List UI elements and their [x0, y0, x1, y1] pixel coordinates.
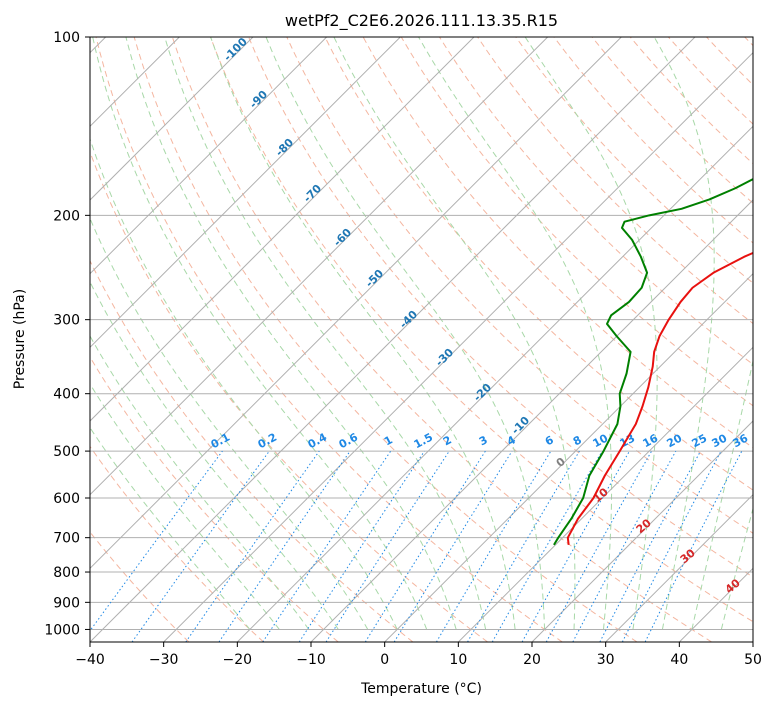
dry-adiabat-line [477, 37, 753, 325]
dry-adiabat-line [133, 37, 638, 642]
dry-adiabat-line [324, 37, 753, 491]
mixing-ratio-line [435, 450, 552, 642]
isotherm-line [384, 272, 753, 642]
dry-adiabat-line [171, 37, 712, 642]
dry-adiabat-line [90, 445, 264, 642]
moist-adiabat-line [90, 335, 310, 630]
moist-adiabat-line [90, 280, 339, 630]
mixing-ratio-line [218, 450, 351, 642]
skewed-isotherms-group [90, 37, 753, 642]
moist-adiabat-line [92, 37, 428, 630]
moist-adiabat-line [164, 37, 487, 630]
y-tick-label: 300 [53, 313, 80, 329]
x-tick-label: 0 [380, 652, 389, 668]
plot-frame [89, 36, 754, 643]
mixing-ratio-line [364, 450, 486, 642]
isotherm-line [163, 51, 753, 642]
mixing-ratio-label: 25 [690, 432, 710, 451]
x-tick-label: −20 [223, 652, 253, 668]
x-tick-label: −30 [149, 652, 179, 668]
dry-adiabat-line [629, 37, 753, 165]
isotherm-line [90, 37, 696, 642]
y-tick-label: 500 [53, 444, 80, 460]
mixing-ratio-line [90, 450, 223, 632]
y-axis-title: Pressure (hPa) [12, 289, 28, 389]
isotherm-line [90, 37, 328, 275]
isotherm-line [236, 125, 753, 642]
moist-adiabat-line [265, 37, 546, 630]
moist-adiabat-line [210, 37, 516, 630]
dry-adiabat-line [248, 37, 753, 578]
temperature-profile-line [566, 251, 753, 546]
moist-adiabat-line [418, 37, 613, 630]
moist-adiabat-line [720, 506, 753, 630]
x-tick-label: −40 [75, 652, 105, 668]
moist-adiabat-line [125, 37, 457, 630]
x-axis-title: Temperature (°C) [360, 681, 482, 697]
moist-adiabat-line [524, 37, 658, 630]
isotherm-line [90, 37, 401, 349]
mixing-ratio-line [545, 450, 653, 642]
dry-adiabat-line [210, 37, 753, 623]
y-tick-label: 1000 [44, 622, 80, 638]
isotherm-line [310, 199, 753, 642]
moist-adiabat-line [90, 426, 251, 630]
x-tick-label: 30 [597, 652, 615, 668]
mixing-ratio-label: 36 [731, 431, 751, 450]
mixing-ratio-line [393, 450, 513, 642]
x-tick-label: 20 [523, 652, 541, 668]
y-axis-ticks: 1000 900 800 700 600 500 400 300 200 100 [44, 30, 90, 638]
isotherm-line [90, 37, 622, 570]
mixing-ratio-line [325, 450, 450, 642]
mixing-ratio-line [572, 450, 677, 642]
dry-adiabat-line [400, 37, 753, 407]
mixing-ratio-label: 16 [641, 431, 661, 450]
mixing-ratio-line [491, 450, 603, 642]
dry-adiabat-line [591, 37, 753, 204]
y-tick-label: 200 [53, 208, 80, 224]
x-tick-label: −10 [296, 652, 326, 668]
x-tick-label: 40 [670, 652, 688, 668]
isotherm-line [605, 493, 753, 642]
mixing-ratio-lines-group [90, 450, 743, 642]
isotherm-line [457, 346, 753, 642]
y-tick-label: 100 [53, 30, 80, 46]
y-tick-label: 700 [53, 531, 80, 547]
mixing-ratio-label: 20 [665, 431, 685, 450]
x-axis-ticks: −40 −30 −20 −10 0 10 20 30 40 50 [75, 642, 762, 668]
moist-adiabat-line [90, 217, 369, 630]
dry-adiabat-line [95, 37, 563, 642]
isotherm-line [90, 37, 254, 201]
moist-adiabat-line [90, 383, 280, 630]
dewpoint-profile-line [553, 178, 753, 546]
dry-adiabat-line [515, 37, 753, 284]
isotherm-line [90, 37, 475, 422]
x-tick-label: 50 [744, 652, 762, 668]
y-tick-label: 800 [53, 565, 80, 581]
isotherm-line [90, 37, 549, 496]
y-tick-label: 900 [53, 595, 80, 611]
moist-adiabat-line [90, 137, 398, 630]
isobar-gridlines [90, 36, 753, 630]
chart-title: wetPf2_C2E6.2026.111.13.35.R15 [285, 11, 558, 31]
profiles-group [553, 178, 753, 546]
moist-adiabat-line [333, 37, 576, 630]
isotherm-line [531, 420, 753, 642]
mixing-ratio-line [467, 450, 580, 642]
dry-adiabat-line [90, 259, 414, 642]
y-tick-label: 600 [53, 491, 80, 507]
moist-adiabat-line [691, 358, 753, 630]
mixing-ratio-line [521, 450, 630, 642]
mixing-ratio-label: 30 [710, 431, 730, 450]
y-tick-label: 400 [53, 387, 80, 403]
mixing-ratio-line [131, 450, 270, 642]
mixing-ratio-line [185, 450, 320, 642]
x-tick-label: 10 [449, 652, 467, 668]
